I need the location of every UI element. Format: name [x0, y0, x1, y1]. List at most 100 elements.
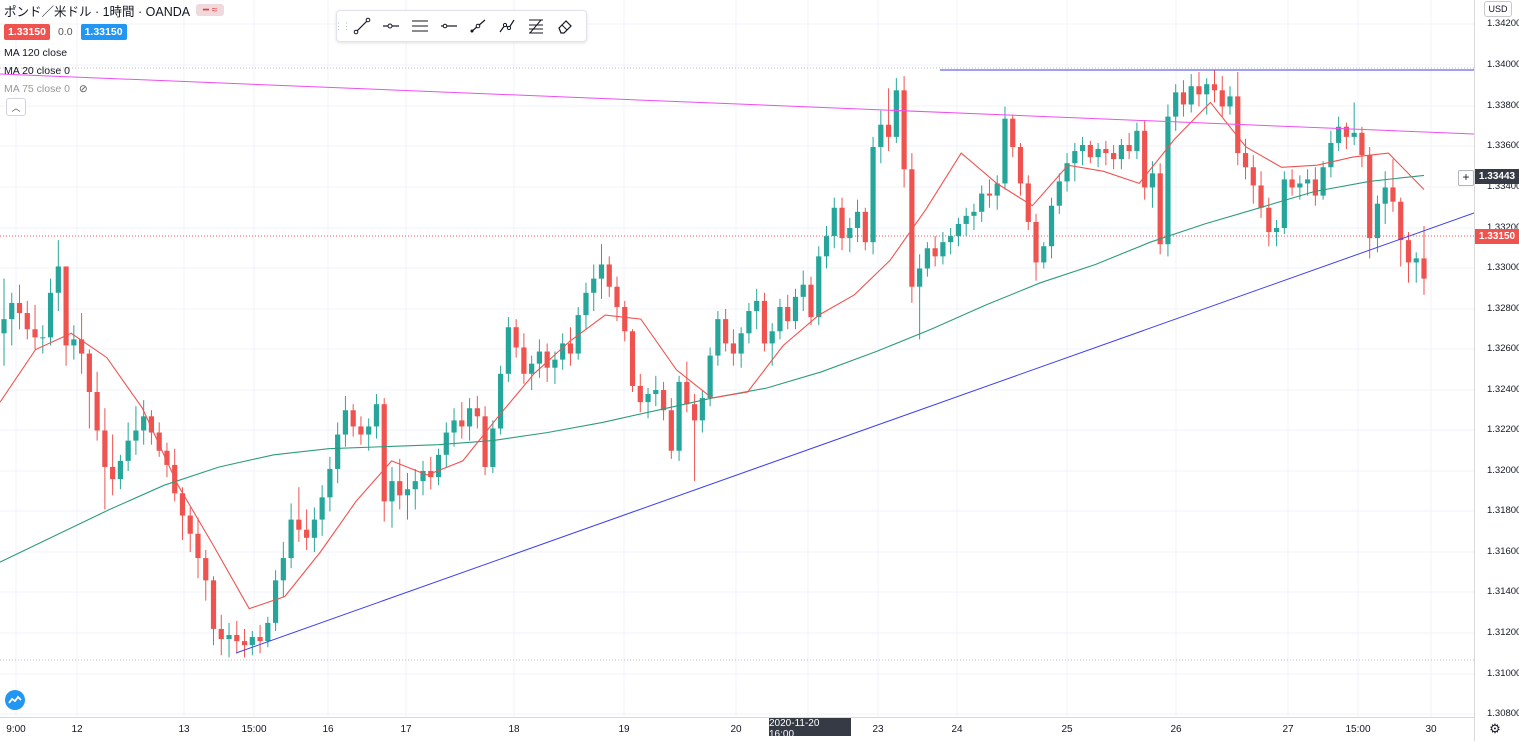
candle-body — [218, 628, 224, 640]
time-tick-label: 15:00 — [241, 724, 267, 735]
candle-body — [1173, 92, 1179, 117]
candle-body — [1079, 144, 1086, 152]
indicator-ma75[interactable]: MA 75 close 0 ⊘ — [4, 83, 88, 95]
crosshair-price-label: 1.33443 — [1475, 169, 1519, 184]
candle-body — [777, 306, 783, 332]
price-axis[interactable] — [1474, 0, 1519, 741]
candle-body — [575, 315, 581, 354]
candle-body — [1305, 179, 1311, 184]
candle-body — [785, 306, 791, 322]
candle-body — [311, 519, 317, 538]
candle-body — [769, 331, 775, 344]
candle-body — [296, 519, 302, 530]
candle-body — [831, 207, 837, 237]
candle-body — [808, 284, 814, 318]
indicator-ma20[interactable]: MA 20 close 0 — [4, 65, 70, 77]
trend-angle-icon[interactable] — [463, 12, 492, 40]
candle-body — [156, 432, 162, 451]
candle-body — [71, 339, 77, 346]
time-tick-label: 16 — [322, 724, 334, 735]
candle-body — [1103, 149, 1109, 154]
candle-body — [1413, 258, 1419, 263]
candle-body — [288, 519, 294, 559]
candle-body — [1351, 132, 1357, 137]
collapse-legend-button[interactable]: ︿ — [6, 98, 26, 116]
price-tick-label: 1.31000 — [1487, 668, 1519, 679]
candle-body — [521, 347, 527, 374]
candle-body — [195, 533, 201, 559]
candle-body — [878, 124, 884, 147]
candle-body — [133, 430, 139, 441]
symbol-title[interactable]: ポンド／米ドル · 1時間 · OANDA — [4, 4, 191, 19]
parallel-channel-icon[interactable] — [405, 12, 434, 40]
candle-body — [78, 339, 85, 354]
currency-badge[interactable]: USD — [1484, 1, 1512, 17]
candle-body — [420, 471, 426, 482]
candle-body — [955, 223, 962, 237]
candle-body — [816, 256, 822, 318]
candle-body — [583, 292, 589, 316]
buy-price[interactable]: 1.33150 — [80, 24, 127, 40]
indicator-ma120[interactable]: MA 120 close — [4, 47, 68, 59]
hide-indicators-badge[interactable]: ━ ≈ — [196, 4, 225, 16]
candle-body — [932, 248, 938, 257]
candle-body — [63, 266, 69, 346]
candle-body — [1, 319, 7, 334]
time-tick-label: 18 — [508, 724, 520, 735]
horizontal-ray-icon[interactable] — [376, 12, 405, 40]
candle-body — [304, 529, 310, 538]
candle-body — [1405, 240, 1412, 263]
price-tick-label: 1.32000 — [1487, 465, 1519, 476]
candle-body — [1421, 258, 1427, 279]
candle-body — [591, 278, 597, 293]
time-tick-label: 24 — [951, 724, 963, 735]
candle-body — [1211, 84, 1218, 91]
drag-grip-icon[interactable]: ⋮⋮ — [334, 20, 351, 31]
hidden-eye-icon[interactable]: ⊘ — [78, 83, 88, 95]
settings-gear-icon[interactable]: ⚙ — [1489, 721, 1501, 736]
candle-body — [754, 300, 760, 312]
price-tick-label: 1.34200 — [1487, 18, 1519, 29]
tradingview-logo[interactable] — [5, 690, 25, 710]
time-tick-label: 9:00 — [6, 724, 26, 735]
time-tick-label: 19 — [618, 724, 630, 735]
candle-body — [1142, 130, 1148, 188]
candle-body — [622, 306, 628, 332]
candle-body — [203, 558, 209, 581]
candlestick-chart[interactable] — [0, 0, 1475, 717]
eraser-icon[interactable] — [550, 12, 579, 40]
chart-area[interactable] — [0, 0, 1475, 717]
fib-retracement-icon[interactable] — [521, 12, 550, 40]
candle-body — [1359, 132, 1365, 156]
candle-body — [1111, 153, 1117, 160]
candle-body — [319, 497, 325, 520]
candle-body — [397, 481, 403, 496]
candle-body — [761, 300, 768, 344]
time-axis[interactable] — [0, 717, 1474, 742]
candle-body — [366, 426, 372, 435]
candle-body — [870, 147, 876, 243]
candle-body — [1064, 163, 1070, 182]
add-alert-plus-icon[interactable]: + — [1458, 170, 1474, 186]
candle-body — [342, 410, 349, 435]
pitchfork-icon[interactable] — [492, 12, 521, 40]
candle-body — [800, 284, 806, 297]
candle-body — [971, 211, 977, 216]
price-tick-label: 1.33600 — [1487, 140, 1519, 151]
time-tick-label: 27 — [1282, 724, 1294, 735]
candle-body — [885, 124, 892, 137]
candle-body — [637, 385, 643, 403]
horizontal-line-icon[interactable] — [434, 12, 463, 40]
price-tick-label: 1.31800 — [1487, 505, 1519, 516]
trend-line-icon[interactable] — [347, 12, 376, 40]
candle-body — [1320, 167, 1326, 196]
sell-price[interactable]: 1.33150 — [4, 24, 50, 40]
candle-body — [1258, 185, 1264, 208]
candle-body — [117, 460, 123, 480]
candle-body — [1227, 96, 1233, 107]
candle-body — [1219, 90, 1225, 107]
candle-body — [280, 558, 286, 581]
candle-body — [692, 404, 698, 421]
candle-body — [668, 410, 674, 451]
candle-body — [536, 351, 543, 364]
